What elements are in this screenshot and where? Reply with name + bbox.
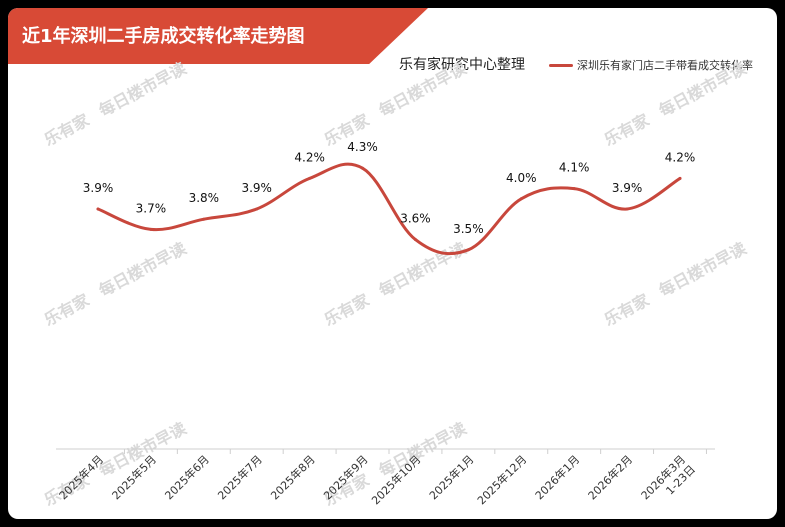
data-label: 3.8% (189, 191, 220, 205)
data-label: 4.0% (506, 171, 537, 185)
watermark-logo: 乐有家 (41, 110, 93, 150)
data-label: 3.7% (136, 201, 167, 215)
data-label: 3.5% (453, 222, 484, 236)
data-label: 3.6% (400, 212, 431, 226)
data-point (361, 166, 365, 170)
x-tick-label: 2026年2月 (585, 452, 635, 502)
x-tick-label: 2025年1月 (426, 452, 476, 502)
x-tick-label: 2025年12月 (474, 452, 529, 507)
data-label: 4.1% (559, 161, 590, 175)
watermark-text: 每日楼市早读 (96, 239, 190, 301)
watermark-logo: 乐有家 (321, 290, 373, 330)
data-point (572, 187, 576, 191)
data-label: 4.2% (294, 150, 325, 164)
watermark-text: 每日楼市早读 (96, 59, 190, 121)
data-label: 3.9% (612, 181, 643, 195)
data-label: 4.2% (665, 150, 696, 164)
line-chart: 乐有家每日楼市早读乐有家每日楼市早读乐有家每日楼市早读乐有家每日楼市早读乐有家每… (41, 59, 749, 512)
x-tick-label: 2026年1月 (532, 452, 582, 502)
data-label: 4.3% (347, 140, 378, 154)
watermark-text: 每日楼市早读 (656, 239, 750, 301)
series-line (96, 162, 682, 256)
watermark-logo: 乐有家 (601, 290, 653, 330)
x-tick-label: 2025年4月 (56, 452, 106, 502)
data-point (202, 217, 206, 221)
watermark-text: 每日楼市早读 (656, 59, 750, 121)
data-point (466, 248, 470, 252)
data-point (413, 238, 417, 242)
source-note: 乐有家研究中心整理 (399, 57, 525, 73)
legend-label: 深圳乐有家门店二手带看成交转化率 (577, 59, 753, 72)
chart-panel: 近1年深圳二手房成交转化率走势图 乐有家研究中心整理 深圳乐有家门店二手带看成交… (8, 8, 777, 519)
data-point (255, 207, 259, 211)
data-point (519, 197, 523, 201)
watermark-logo: 乐有家 (41, 290, 93, 330)
data-label: 3.9% (241, 181, 272, 195)
x-tick-label: 2026年3月1-23日 (638, 452, 698, 512)
data-point (625, 207, 629, 211)
legend: 深圳乐有家门店二手带看成交转化率 (549, 57, 753, 73)
watermark-text: 每日楼市早读 (376, 59, 470, 121)
data-point (149, 227, 153, 231)
title-banner (8, 8, 428, 64)
data-point (96, 207, 100, 211)
x-tick-label: 2025年8月 (268, 452, 318, 502)
x-tick-label: 2025年6月 (162, 452, 212, 502)
data-point (308, 176, 312, 180)
watermark-text: 每日楼市早读 (376, 239, 470, 301)
x-tick-label: 2025年7月 (215, 452, 265, 502)
data-label: 3.9% (83, 181, 114, 195)
data-point (678, 176, 682, 180)
watermark-logo: 乐有家 (601, 110, 653, 150)
chart-title: 近1年深圳二手房成交转化率走势图 (22, 26, 305, 47)
legend-line-swatch (549, 63, 573, 67)
